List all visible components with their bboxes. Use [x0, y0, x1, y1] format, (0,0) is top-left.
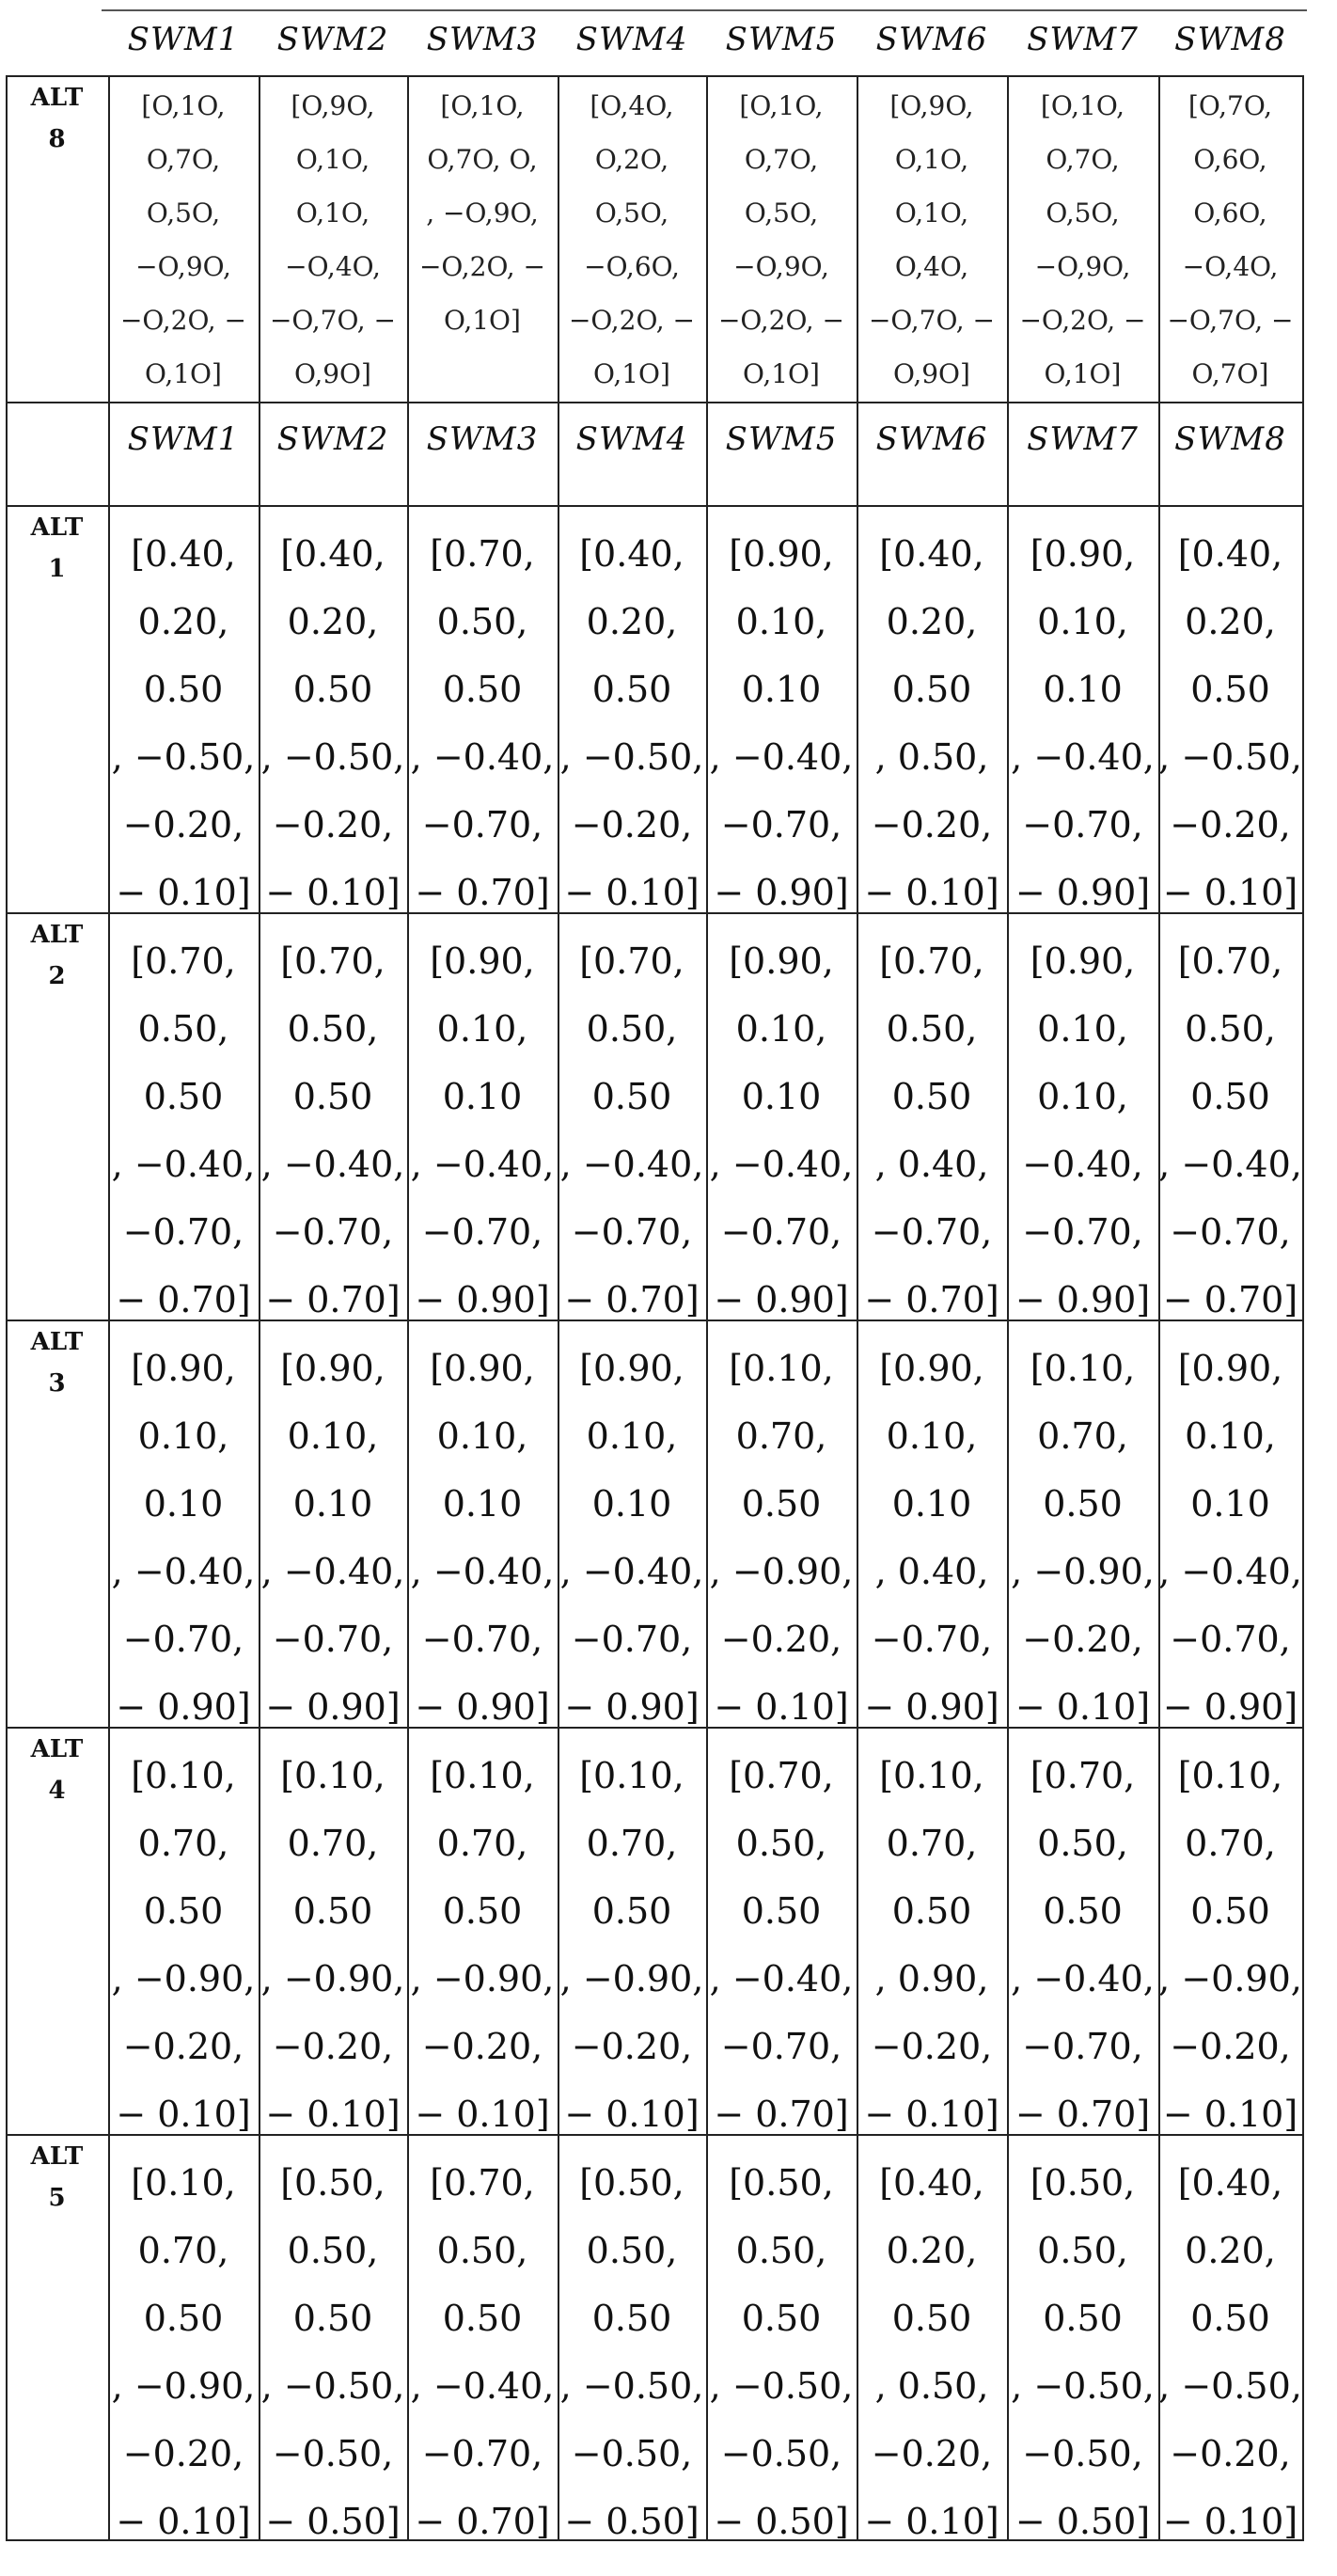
table-cell: [0.10, 0.70, 0.50 , −0.90, −0.20, − 0.10…	[559, 1755, 704, 2134]
table-cell: [0.70, 0.50, 0.50 , −0.40, −0.70, − 0.70…	[1158, 940, 1302, 1320]
table-column-border	[108, 75, 110, 2541]
table-cell: [0.10, 0.70, 0.50 , −0.90, −0.20, − 0.10…	[1011, 1348, 1155, 1727]
column-header: SWM8	[1174, 21, 1286, 58]
table-cell: [0.70, 0.50, 0.50 , −0.40, −0.70, − 0.70…	[111, 940, 256, 1320]
table-cell: [0.90, 0.10, 0.10 , −0.40, −0.70, − 0.90…	[559, 1348, 704, 1727]
table-cell: [0.70, 0.50, 0.50 , 0.40, −0.70, − 0.70]	[864, 940, 999, 1320]
table-cell: [0.10, 0.70, 0.50 , −0.90, −0.20, − 0.10…	[410, 1755, 555, 2134]
table-cell: [0.40, 0.20, 0.50 , −0.50, −0.20, − 0.10…	[1158, 533, 1302, 912]
table-cell: [0.10, 0.70, 0.50 , 0.90, −0.20, − 0.10]	[864, 1755, 999, 2134]
column-header: SWM6	[875, 21, 988, 58]
row-label: ALT 1	[30, 514, 84, 583]
table-column-border	[6, 75, 8, 2541]
table-row-border	[6, 1320, 1302, 1321]
column-header: SWM2	[276, 420, 389, 458]
column-header: SWM4	[575, 21, 688, 58]
table-column-border	[259, 75, 260, 2541]
table-cell: [0.90, 0.10, 0.10 , −0.40, −0.70, − 0.90…	[410, 940, 555, 1320]
column-header-row: SWM1 SWM2 SWM3 SWM4 SWM5 SWM6 SWM7 SWM8	[108, 11, 1302, 68]
column-header: SWM7	[1027, 21, 1139, 58]
table-cell: [O,9O, O,1O, O,1O, O,4O, −O,7O, − O,9O]	[868, 90, 996, 389]
column-header: SWM5	[725, 21, 838, 58]
table-cell: [0.50, 0.50, 0.50 , −0.50, −0.50, − 0.50…	[260, 2162, 405, 2539]
table-cell: [O,1O, O,7O, O, , −O,9O, −O,2O, − O,1O]	[418, 90, 546, 336]
row-label: ALT 4	[30, 1735, 84, 1805]
table-column-border	[857, 75, 858, 2541]
table-cell: [O,7O, O,6O, O,6O, −O,4O, −O,7O, − O,7O]	[1167, 90, 1294, 389]
table-cell: [0.90, 0.10, 0.10 , −0.40, −0.70, − 0.90…	[1158, 1348, 1302, 1727]
table-cell: [0.70, 0.50, 0.50 , −0.40, −0.70, − 0.70…	[709, 1755, 854, 2134]
top-rule	[102, 9, 1307, 11]
table-cell: [0.10, 0.70, 0.50 , −0.90, −0.20, − 0.10…	[1158, 1755, 1302, 2134]
column-header: SWM8	[1174, 420, 1286, 458]
column-header: SWM7	[1027, 420, 1139, 458]
table-cell: [0.10, 0.70, 0.50 , −0.90, −0.20, − 0.10…	[111, 1755, 256, 2134]
table-cell: [0.90, 0.10, 0.10, −0.40, −0.70, − 0.90]	[1015, 940, 1151, 1320]
table-cell: [0.50, 0.50, 0.50 , −0.50, −0.50, − 0.50…	[1011, 2162, 1155, 2539]
table-cell: [O,1O, O,7O, O,5O, −O,9O, −O,2O, − O,1O]	[1019, 90, 1146, 389]
table-cell: [0.40, 0.20, 0.50 , −0.50, −0.20, − 0.10…	[1158, 2162, 1302, 2539]
table-cell: [O,1O, O,7O, O,5O, −O,9O, −O,2O, − O,1O]	[717, 90, 845, 389]
table-cell: [0.70, 0.50, 0.50 , −0.40, −0.70, − 0.70…	[410, 533, 555, 912]
column-header: SWM2	[276, 21, 389, 58]
table-cell: [0.10, 0.70, 0.50 , −0.90, −0.20, − 0.10…	[111, 2162, 256, 2539]
table-cell: [0.90, 0.10, 0.10 , −0.40, −0.70, − 0.90…	[260, 1348, 405, 1727]
table-row-border	[6, 505, 1302, 507]
table-row-border	[6, 75, 1302, 77]
table-cell: [0.90, 0.10, 0.10 , 0.40, −0.70, − 0.90]	[864, 1348, 999, 1727]
table-cell: [0.70, 0.50, 0.50 , −0.40, −0.70, − 0.70…	[260, 940, 405, 1320]
column-header: SWM6	[875, 420, 988, 458]
row-label: ALT 8	[30, 84, 84, 153]
table-row-border	[6, 402, 1302, 403]
table-cell: [O,4O, O,2O, O,5O, −O,6O, −O,2O, − O,1O]	[568, 90, 696, 389]
row-label	[6, 402, 108, 505]
column-header: SWM1	[127, 21, 240, 58]
table-cell: [0.90, 0.10, 0.10 , −0.40, −0.70, − 0.90…	[410, 1348, 555, 1727]
row-label: ALT 2	[30, 921, 84, 990]
table-column-border	[1302, 75, 1304, 2541]
table-row-border	[6, 912, 1302, 914]
column-header: SWM3	[426, 420, 539, 458]
column-header: SWM3	[426, 21, 539, 58]
table-cell: [0.40, 0.20, 0.50 , −0.50, −0.20, − 0.10…	[260, 533, 405, 912]
table-cell: [0.90, 0.10, 0.10 , −0.40, −0.70, − 0.90…	[1011, 533, 1155, 912]
table-cell: [O,9O, O,1O, O,1O, −O,4O, −O,7O, − O,9O]	[269, 90, 397, 389]
table-cell: [0.50, 0.50, 0.50 , −0.50, −0.50, − 0.50…	[709, 2162, 854, 2539]
table-cell: [0.40, 0.20, 0.50 , 0.50, −0.20, − 0.10]	[864, 533, 999, 912]
row-label: ALT 5	[30, 2142, 84, 2212]
table-cell: [0.90, 0.10, 0.10 , −0.40, −0.70, − 0.90…	[111, 1348, 256, 1727]
table-cell: [0.90, 0.10, 0.10 , −0.40, −0.70, − 0.90…	[709, 533, 854, 912]
table-row-border	[6, 1727, 1302, 1729]
table-cell: [0.70, 0.50, 0.50 , −0.40, −0.70, − 0.70…	[410, 2162, 555, 2539]
table-cell: [0.40, 0.20, 0.50 , −0.50, −0.20, − 0.10…	[559, 533, 704, 912]
row-label: ALT 3	[30, 1328, 84, 1398]
table-cell: [0.40, 0.20, 0.50 , 0.50, −0.20, − 0.10]	[864, 2162, 999, 2539]
table-cell: [0.70, 0.50, 0.50 , −0.40, −0.70, − 0.70…	[559, 940, 704, 1320]
table-cell: [O,1O, O,7O, O,5O, −O,9O, −O,2O, − O,1O]	[119, 90, 247, 389]
table-column-border	[1158, 75, 1160, 2541]
column-header: SWM4	[575, 420, 688, 458]
table-cell: [0.10, 0.70, 0.50 , −0.90, −0.20, − 0.10…	[709, 1348, 854, 1727]
table-column-border	[1007, 75, 1009, 2541]
table-cell: [0.40, 0.20, 0.50 , −0.50, −0.20, − 0.10…	[111, 533, 256, 912]
table-row-border	[6, 2134, 1302, 2136]
table-column-border	[407, 75, 409, 2541]
table-column-border	[706, 75, 708, 2541]
column-header: SWM5	[725, 420, 838, 458]
table-cell: [0.90, 0.10, 0.10 , −0.40, −0.70, − 0.90…	[709, 940, 854, 1320]
table-cell: [0.10, 0.70, 0.50 , −0.90, −0.20, − 0.10…	[260, 1755, 405, 2134]
column-header: SWM1	[127, 420, 240, 458]
table-row-border	[6, 2539, 1302, 2541]
table-cell: [0.70, 0.50, 0.50 , −0.40, −0.70, − 0.70…	[1011, 1755, 1155, 2134]
table-column-border	[558, 75, 559, 2541]
table-cell: [0.50, 0.50, 0.50 , −0.50, −0.50, − 0.50…	[559, 2162, 704, 2539]
